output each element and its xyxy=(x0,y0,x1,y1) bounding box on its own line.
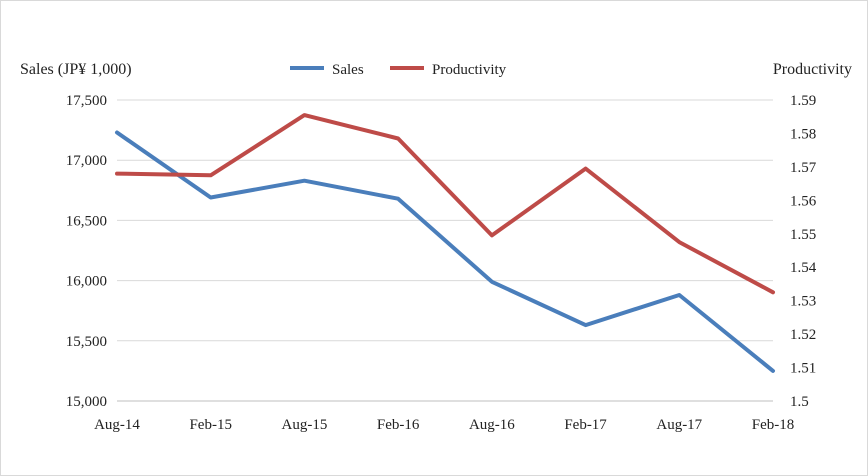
x-tick-label: Feb-16 xyxy=(377,417,420,433)
series-line-sales xyxy=(115,130,775,373)
legend-label-sales: Sales xyxy=(332,62,364,78)
x-tick-label: Feb-17 xyxy=(564,417,607,433)
right-tick-label: 1.53 xyxy=(790,294,816,310)
left-tick-label: 16,500 xyxy=(66,213,107,229)
legend-item-productivity: Productivity xyxy=(390,62,507,78)
x-tick-label: Aug-15 xyxy=(282,417,328,433)
x-tick-label: Aug-14 xyxy=(94,417,140,433)
right-tick-label: 1.51 xyxy=(790,361,816,377)
x-axis-ticks: Aug-14 Feb-15 Aug-15 Feb-16 Aug-16 Feb-17 Aug-… xyxy=(94,417,794,433)
left-tick-label: 15,500 xyxy=(66,334,107,350)
right-axis-ticks: 1.5 1.51 1.52 1.53 1.54 1.55 1.56 1.57 1.58 1.59 xyxy=(790,93,817,410)
gridlines xyxy=(117,99,773,402)
right-tick-label: 1.54 xyxy=(790,260,817,276)
right-axis-title: Productivity xyxy=(773,61,852,78)
left-tick-label: 16,000 xyxy=(66,274,107,290)
left-axis-title: Sales (JP¥ 1,000) xyxy=(20,61,132,78)
x-tick-label: Aug-17 xyxy=(656,417,702,433)
legend-label-productivity: Productivity xyxy=(432,62,507,78)
legend-item-sales: Sales xyxy=(290,62,364,78)
x-tick-label: Feb-18 xyxy=(752,417,795,433)
right-tick-label: 1.55 xyxy=(790,227,816,243)
left-tick-label: 15,000 xyxy=(66,394,107,410)
left-axis-ticks: 15,000 15,500 16,000 16,500 17,000 17,500 xyxy=(66,93,107,410)
x-tick-label: Aug-16 xyxy=(469,417,515,433)
right-tick-label: 1.58 xyxy=(790,126,816,142)
left-tick-label: 17,500 xyxy=(66,93,107,109)
x-tick-label: Feb-15 xyxy=(189,417,232,433)
series-layer xyxy=(115,113,775,373)
right-tick-label: 1.52 xyxy=(790,327,816,343)
legend: Sales Productivity xyxy=(290,62,507,78)
series-line-productivity xyxy=(115,113,775,295)
right-tick-label: 1.57 xyxy=(790,160,817,176)
left-tick-label: 17,000 xyxy=(66,153,107,169)
right-tick-label: 1.59 xyxy=(790,93,816,109)
right-tick-label: 1.56 xyxy=(790,193,817,209)
right-tick-label: 1.5 xyxy=(790,394,809,410)
